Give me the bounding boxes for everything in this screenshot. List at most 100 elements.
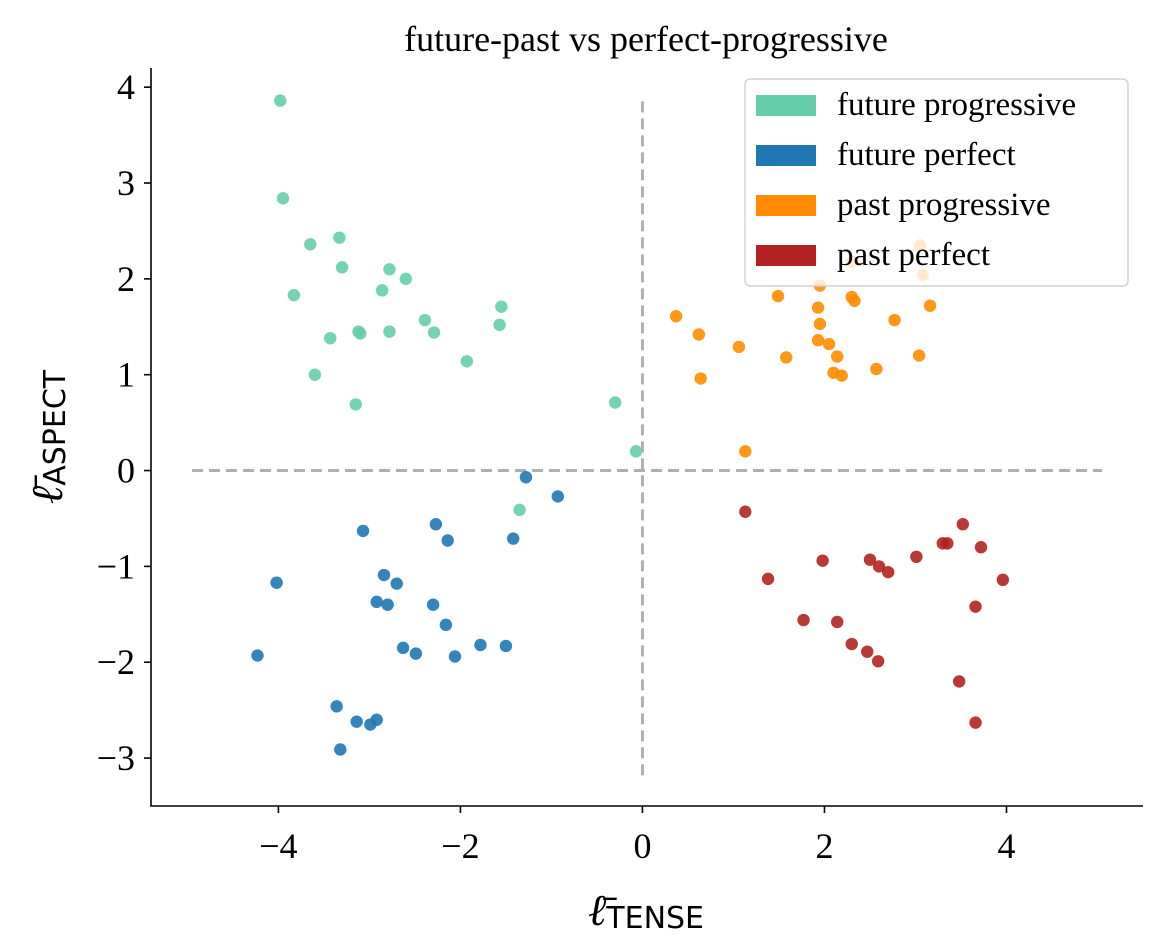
y-tick-label: 0: [117, 451, 135, 491]
legend-label: future perfect: [837, 137, 1016, 173]
legend-label: past perfect: [837, 237, 990, 273]
data-point: [429, 518, 443, 531]
data-point: [513, 503, 526, 517]
data-point: [474, 638, 487, 652]
data-point: [870, 362, 883, 376]
y-axis-label: ℓ̄ASPECT: [23, 369, 73, 504]
data-point: [390, 577, 403, 590]
x-axis-label-subscript: TENSE: [605, 901, 704, 936]
data-point: [409, 647, 423, 660]
data-point: [377, 568, 391, 582]
data-point: [822, 337, 836, 351]
x-axis-ticks: −4 −2 0 2 4: [259, 806, 1015, 866]
data-point: [507, 532, 520, 545]
legend-label: future progressive: [837, 87, 1076, 123]
y-tick-label: 3: [117, 163, 135, 203]
x-axis-label: ℓ̄TENSE: [588, 886, 704, 936]
data-point: [251, 649, 264, 662]
data-point: [956, 518, 970, 531]
data-point: [996, 573, 1010, 587]
data-point: [831, 350, 844, 363]
data-point: [495, 300, 508, 313]
data-point: [350, 715, 363, 728]
data-point: [381, 598, 394, 611]
data-point: [439, 618, 453, 632]
data-point: [692, 328, 706, 341]
data-point: [287, 288, 301, 302]
data-points: [251, 94, 1010, 756]
data-point: [375, 284, 389, 297]
legend-swatch: [756, 245, 816, 266]
chart-title: future-past vs perfect-progressive: [404, 19, 888, 59]
data-point: [732, 340, 746, 354]
data-point: [816, 554, 829, 567]
data-point: [881, 565, 895, 579]
data-point: [418, 313, 432, 327]
legend-item: future perfect: [756, 137, 1016, 173]
x-tick-label: 0: [633, 826, 651, 866]
data-point: [276, 192, 290, 205]
x-tick-label: −4: [259, 826, 297, 866]
data-point: [396, 641, 410, 655]
data-point: [848, 294, 861, 308]
data-point: [383, 263, 396, 276]
data-point: [608, 396, 622, 409]
y-tick-label: 2: [117, 259, 135, 299]
data-point: [694, 372, 707, 385]
y-tick-label: 1: [117, 355, 135, 395]
x-tick-label: −2: [441, 826, 479, 866]
data-point: [923, 299, 937, 312]
data-point: [813, 317, 827, 331]
data-point: [493, 318, 506, 332]
x-tick-label: 4: [997, 826, 1015, 866]
data-point: [460, 355, 474, 368]
data-point: [797, 613, 810, 627]
data-point: [912, 349, 926, 362]
legend-item: past progressive: [756, 187, 1051, 223]
data-point: [274, 94, 287, 107]
data-point: [811, 333, 825, 347]
data-point: [941, 537, 954, 550]
data-point: [330, 700, 343, 713]
legend-swatch: [756, 195, 816, 216]
y-tick-label: 4: [117, 67, 135, 107]
data-point: [441, 534, 454, 547]
series-future-perfect: [251, 471, 565, 756]
data-point: [324, 332, 337, 345]
data-point: [969, 716, 982, 729]
data-point: [356, 524, 370, 538]
data-point: [910, 550, 923, 564]
data-point: [952, 675, 966, 688]
data-point: [835, 369, 848, 382]
data-point: [974, 541, 988, 554]
data-point: [871, 655, 885, 668]
data-point: [629, 445, 643, 458]
data-point: [739, 445, 752, 458]
data-point: [364, 718, 377, 731]
data-point: [831, 615, 844, 629]
legend-item: past perfect: [756, 237, 990, 273]
data-point: [304, 238, 317, 251]
y-tick-label: −1: [97, 546, 135, 586]
data-point: [771, 289, 785, 303]
series-past-perfect: [739, 505, 1010, 729]
legend: future progressive future perfect past pro…: [744, 78, 1129, 287]
data-point: [426, 598, 440, 611]
data-point: [308, 368, 322, 381]
data-point: [354, 327, 367, 340]
data-point: [370, 595, 383, 609]
legend-frame: [744, 78, 1129, 287]
data-point: [861, 645, 874, 658]
data-point: [761, 572, 775, 586]
data-point: [872, 560, 886, 573]
data-point: [349, 398, 362, 411]
data-point: [780, 351, 793, 364]
data-point: [335, 261, 349, 274]
data-point: [969, 600, 982, 613]
data-point: [739, 505, 752, 518]
data-point: [811, 301, 825, 314]
reference-lines: [191, 99, 1103, 776]
data-point: [448, 650, 462, 663]
data-point: [334, 743, 347, 756]
